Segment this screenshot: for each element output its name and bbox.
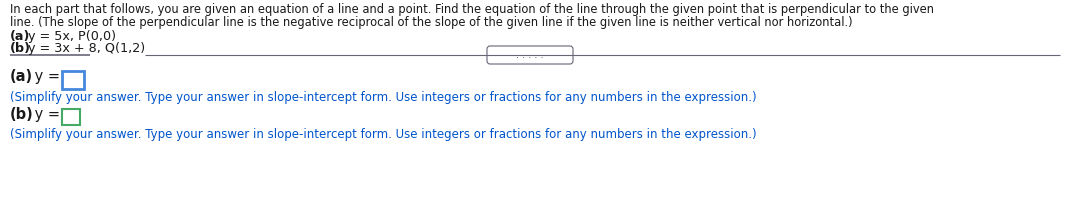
FancyBboxPatch shape [62,109,80,125]
Text: (b): (b) [10,42,31,55]
FancyBboxPatch shape [487,46,573,64]
FancyBboxPatch shape [62,71,84,89]
Text: y =: y = [30,69,64,84]
Text: y = 5x, P(0,0): y = 5x, P(0,0) [28,30,117,43]
Text: In each part that follows, you are given an equation of a line and a point. Find: In each part that follows, you are given… [10,3,934,16]
Text: y =: y = [30,107,64,122]
Text: (a): (a) [10,30,30,43]
Text: (Simplify your answer. Type your answer in slope-intercept form. Use integers or: (Simplify your answer. Type your answer … [10,128,757,141]
Text: (b): (b) [10,107,34,122]
Text: (Simplify your answer. Type your answer in slope-intercept form. Use integers or: (Simplify your answer. Type your answer … [10,91,757,104]
Text: . . . . .: . . . . . [516,50,544,60]
Text: (a): (a) [10,69,33,84]
Text: line. (The slope of the perpendicular line is the negative reciprocal of the slo: line. (The slope of the perpendicular li… [10,16,853,29]
Text: y = 3x + 8, Q(1,2): y = 3x + 8, Q(1,2) [28,42,145,55]
